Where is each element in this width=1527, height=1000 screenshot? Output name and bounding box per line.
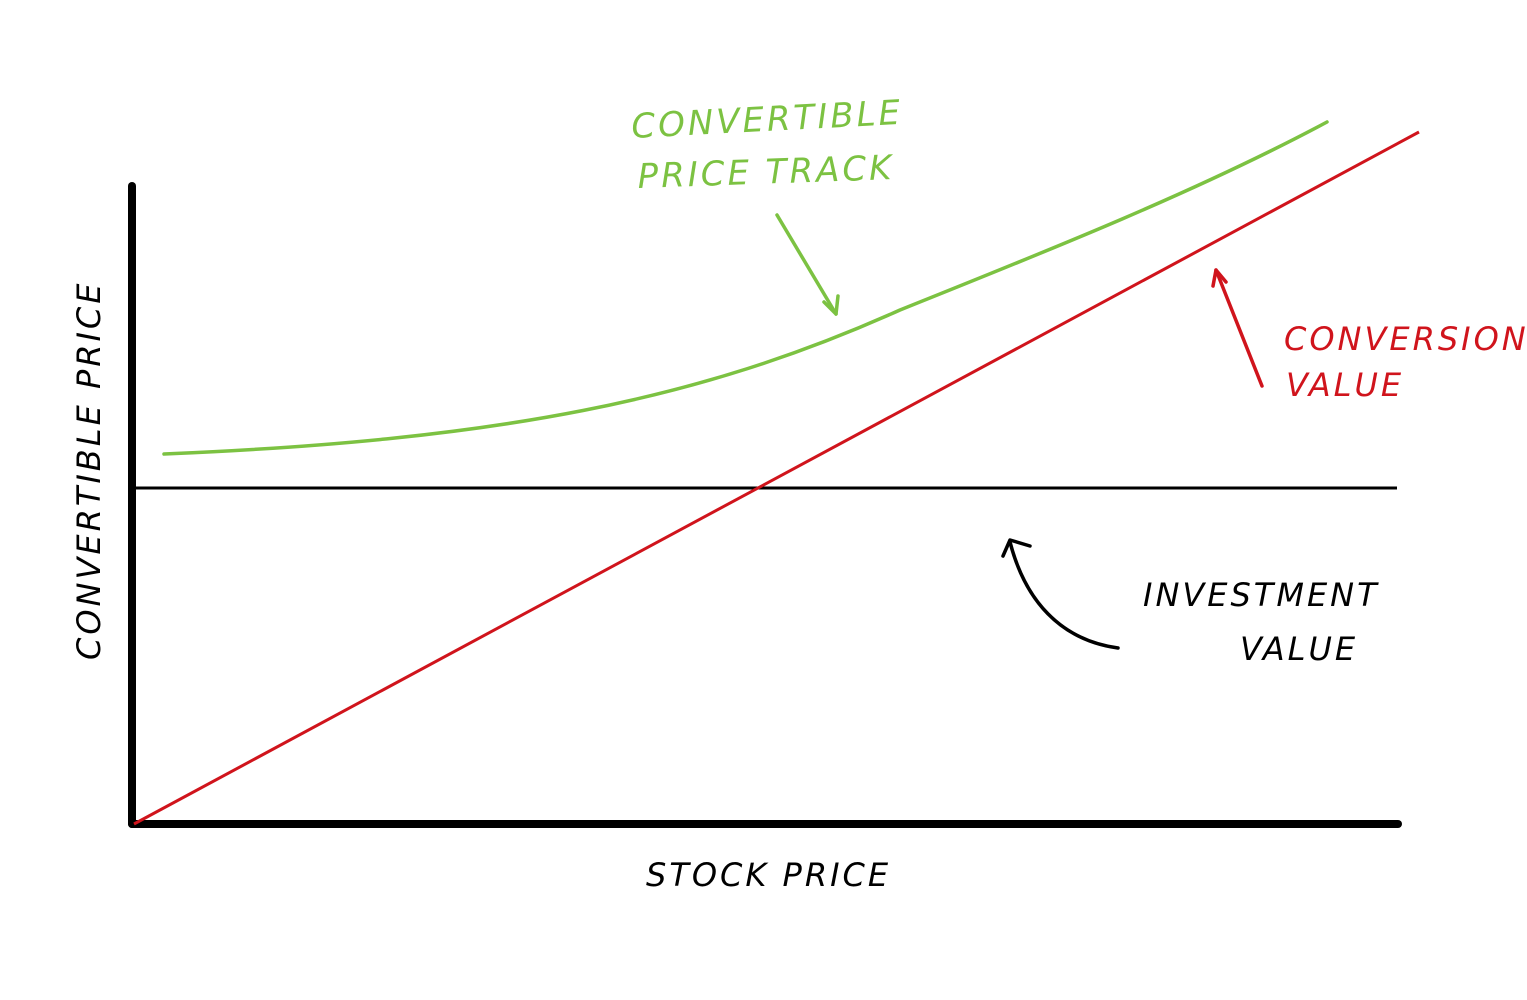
conversion-value-label-line1: CONVERSION [1284,320,1527,358]
x-axis-label: STOCK PRICE [646,856,891,894]
investment-value-arrow [1001,538,1120,650]
conversion-value-arrow [1211,268,1264,388]
convertible-track-arrow [775,213,840,316]
conversion-value-line [133,130,1420,826]
conversion-value-label-line2: VALUE [1286,366,1404,404]
investment-value-label-line2: VALUE [1240,630,1358,668]
y-axis-label: CONVERTIBLE PRICE [70,281,108,661]
convertible-price-track-curve [162,120,1329,456]
convertible-track-label-line2: PRICE TRACK [637,148,895,197]
investment-value-label-line1: INVESTMENT [1143,576,1380,614]
convertible-track-label-line1: CONVERTIBLE [630,93,904,147]
